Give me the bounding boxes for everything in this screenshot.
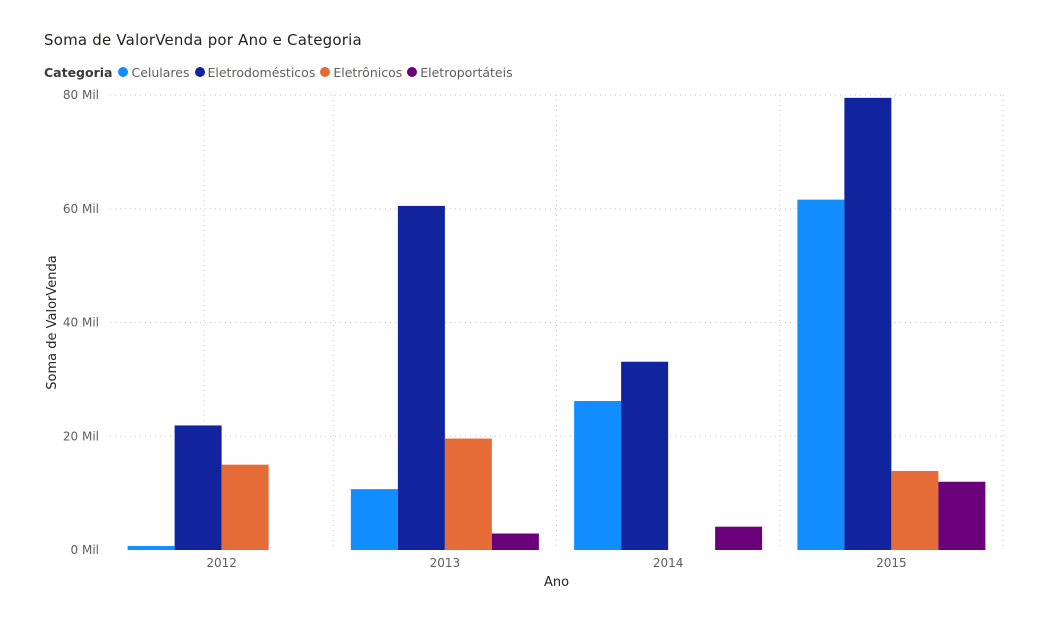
y-tick-label: 80 Mil: [63, 88, 99, 102]
legend-label: Eletrodomésticos: [207, 64, 316, 80]
y-tick-label: 40 Mil: [63, 316, 99, 330]
legend-item-eletrodomesticos[interactable]: Eletrodomésticos: [194, 64, 316, 80]
y-tick-label: 0 Mil: [71, 543, 99, 557]
legend-item-celulares[interactable]: Celulares: [118, 64, 190, 80]
bar-eletroportateis-2013: [491, 533, 539, 550]
bar-eletrodomesticos-2012: [174, 425, 222, 550]
bar-eletronicos-2013: [444, 438, 492, 550]
bar-eletronicos-2015: [891, 470, 939, 550]
bar-celulares-2015: [797, 199, 845, 550]
bar-celulares-2013: [350, 489, 398, 550]
y-tick-label: 20 Mil: [63, 429, 99, 443]
legend-label: Eletroportáteis: [420, 64, 513, 80]
y-axis-title: Soma de ValorVenda: [45, 255, 60, 389]
x-tick-label: 2015: [876, 556, 907, 570]
x-tick-label: 2012: [206, 556, 237, 570]
legend: Categoria Celulares Eletrodomésticos Ele…: [44, 63, 518, 81]
x-tick-label: 2013: [430, 556, 461, 570]
bar-eletrodomesticos-2013: [397, 205, 445, 550]
chart-title: Soma de ValorVenda por Ano e Categoria: [44, 31, 362, 49]
legend-marker: [118, 67, 129, 77]
bar-celulares-2014: [574, 400, 622, 550]
legend-item-eletroportateis[interactable]: Eletroportáteis: [407, 64, 513, 80]
legend-label: Celulares: [131, 64, 190, 80]
bar-eletroportateis-2014: [715, 526, 763, 550]
bar-eletronicos-2012: [221, 464, 269, 550]
legend-label: Eletrônicos: [333, 64, 403, 80]
legend-marker: [194, 67, 205, 77]
x-tick-label: 2014: [653, 556, 684, 570]
bar-eletrodomesticos-2015: [844, 97, 892, 550]
x-axis-title: Ano: [544, 575, 569, 590]
legend-marker: [320, 67, 331, 77]
bar-eletrodomesticos-2014: [621, 361, 669, 550]
y-tick-label: 60 Mil: [63, 202, 99, 216]
legend-item-eletronicos[interactable]: Eletrônicos: [320, 65, 402, 80]
bar-celulares-2012: [127, 546, 175, 550]
legend-marker: [407, 67, 418, 77]
bar-eletroportateis-2015: [938, 481, 986, 550]
legend-title: Categoria: [44, 64, 113, 80]
